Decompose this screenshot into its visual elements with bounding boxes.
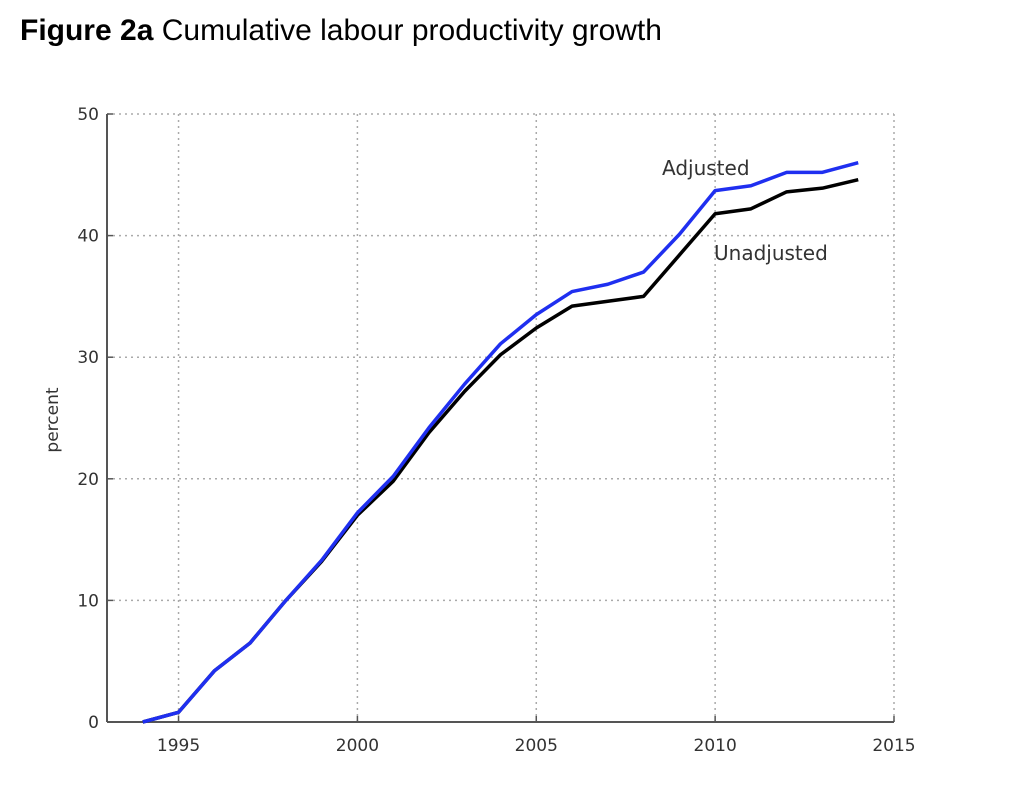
y-tick-label: 20 (77, 470, 99, 490)
y-axis-label: percent (43, 387, 63, 452)
series-line-adjusted (142, 160, 859, 724)
y-tick-label: 10 (77, 591, 99, 611)
series-label-unadjusted: Unadjusted (714, 241, 828, 265)
x-tick-label: 2000 (336, 736, 379, 756)
y-tick-label: 50 (77, 105, 99, 125)
x-tick-label: 1995 (157, 736, 200, 756)
x-tick-label: 2005 (515, 736, 558, 756)
y-tick-label: 0 (88, 713, 99, 733)
figure-number: Figure 2a (20, 14, 154, 47)
y-tick-label: 30 (77, 348, 99, 368)
series-label-adjusted: Adjusted (662, 156, 750, 180)
x-tick-label: 2010 (694, 736, 737, 756)
x-tick-label: 2015 (872, 736, 915, 756)
figure-title: Figure 2a Cumulative labour productivity… (20, 14, 662, 48)
figure-caption: Cumulative labour productivity growth (161, 14, 662, 47)
y-tick-label: 40 (77, 227, 99, 247)
